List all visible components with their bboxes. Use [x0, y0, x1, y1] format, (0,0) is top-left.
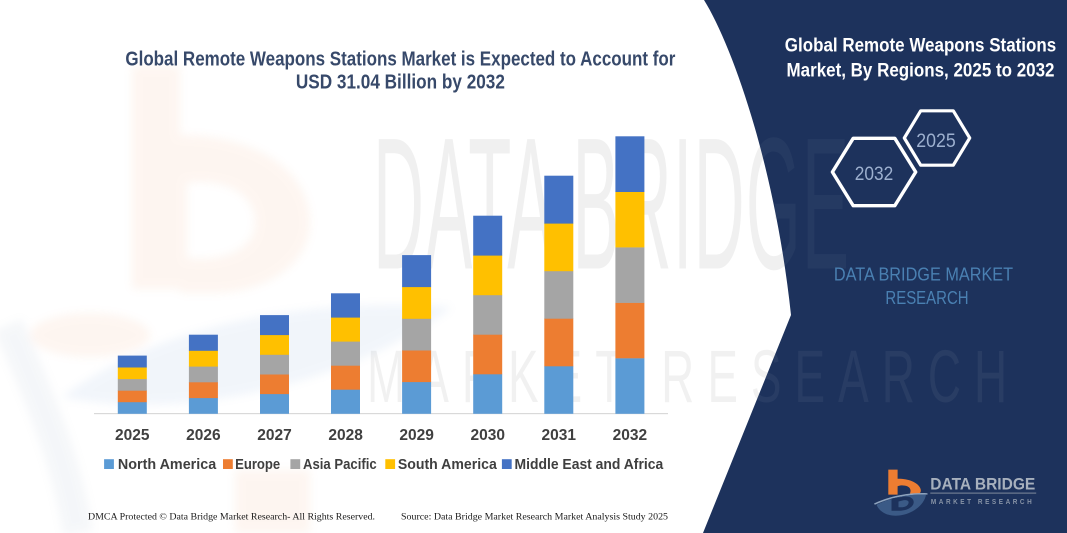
svg-text:South America: South America	[398, 456, 498, 473]
svg-text:Market, By Regions, 2025 to 20: Market, By Regions, 2025 to 2032	[787, 60, 1055, 82]
svg-text:2032: 2032	[855, 163, 894, 185]
svg-text:2025: 2025	[916, 130, 956, 152]
svg-text:DATA BRIDGE: DATA BRIDGE	[930, 476, 1035, 494]
svg-text:USD 31.04 Billion by 2032: USD 31.04 Billion by 2032	[296, 71, 505, 93]
svg-text:2028: 2028	[328, 427, 363, 444]
svg-text:2030: 2030	[470, 427, 504, 444]
svg-text:Global Remote Weapons Stations: Global Remote Weapons Stations Market is…	[125, 49, 675, 71]
svg-text:RESEARCH: RESEARCH	[885, 288, 968, 308]
svg-text:Global Remote Weapons Stations: Global Remote Weapons Stations	[785, 35, 1057, 57]
svg-text:North America: North America	[118, 456, 217, 473]
svg-text:DATA BRIDGE MARKET: DATA BRIDGE MARKET	[834, 265, 1013, 285]
svg-text:2026: 2026	[186, 427, 221, 444]
svg-text:Europe: Europe	[235, 456, 280, 473]
svg-text:2032: 2032	[613, 427, 647, 444]
svg-text:2027: 2027	[257, 427, 291, 444]
svg-text:2029: 2029	[399, 427, 434, 444]
svg-text:DMCA Protected © Data Bridge M: DMCA Protected © Data Bridge Market Rese…	[88, 512, 375, 523]
svg-text:Source: Data Bridge Market Res: Source: Data Bridge Market Research Mark…	[401, 513, 668, 523]
svg-text:Middle East and Africa: Middle East and Africa	[515, 456, 664, 473]
svg-text:2031: 2031	[542, 427, 577, 444]
svg-text:MARKET RESEARCH: MARKET RESEARCH	[931, 497, 1034, 506]
svg-text:2025: 2025	[115, 427, 150, 444]
svg-text:Asia Pacific: Asia Pacific	[303, 456, 377, 473]
